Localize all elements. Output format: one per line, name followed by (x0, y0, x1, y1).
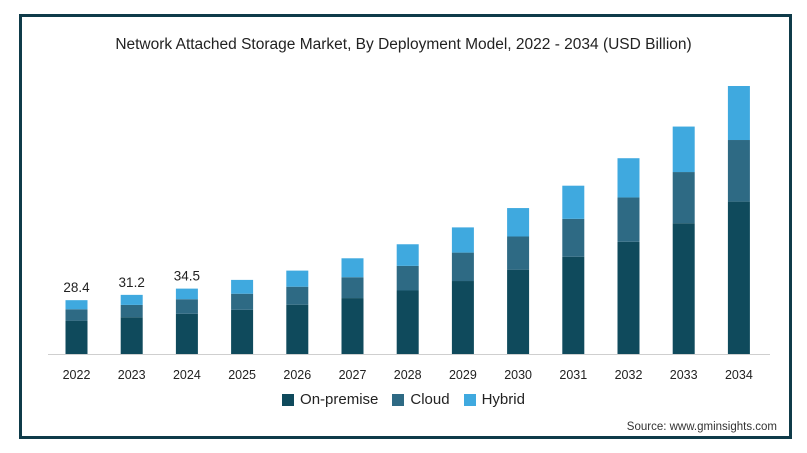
bar-hybrid-2032 (617, 158, 640, 198)
data-label-2022: 28.4 (63, 280, 90, 295)
legend-label-cloud: Cloud (410, 391, 450, 408)
bar-cloud-2023 (120, 304, 143, 318)
x-tick-2031: 2031 (559, 368, 587, 382)
bar-hybrid-2029 (451, 227, 474, 253)
bar-hybrid-2031 (562, 185, 585, 219)
chart-title: Network Attached Storage Market, By Depl… (115, 36, 692, 53)
bar-cloud-2028 (396, 265, 419, 291)
x-tick-2025: 2025 (228, 368, 256, 382)
bar-on-premise-2030 (507, 269, 530, 354)
bar-on-premise-2023 (120, 317, 143, 354)
x-tick-2033: 2033 (670, 368, 698, 382)
bar-on-premise-2024 (175, 313, 198, 354)
bar-on-premise-2031 (562, 256, 585, 354)
bar-on-premise-2027 (341, 298, 364, 354)
bar-hybrid-2023 (120, 294, 143, 305)
bar-on-premise-2029 (451, 281, 474, 354)
bar-hybrid-2024 (175, 288, 198, 300)
bar-cloud-2027 (341, 277, 364, 299)
chart-legend: On-premise Cloud Hybrid (0, 391, 807, 408)
bar-hybrid-2026 (286, 270, 309, 287)
data-label-2023: 31.2 (119, 275, 145, 290)
bar-on-premise-2032 (617, 241, 640, 354)
legend-label-on-premise: On-premise (300, 391, 379, 408)
legend-item-cloud: Cloud (392, 391, 450, 408)
x-tick-2026: 2026 (283, 368, 311, 382)
x-tick-2030: 2030 (504, 368, 532, 382)
x-tick-2023: 2023 (118, 368, 146, 382)
bar-on-premise-2033 (672, 223, 695, 354)
chart-frame (19, 14, 792, 439)
legend-swatch-cloud (392, 393, 405, 406)
x-tick-2024: 2024 (173, 368, 201, 382)
bar-hybrid-2025 (231, 279, 254, 294)
bar-hybrid-2022 (65, 300, 88, 310)
x-tick-2027: 2027 (339, 368, 367, 382)
bar-cloud-2031 (562, 218, 585, 257)
x-tick-2022: 2022 (63, 368, 91, 382)
bar-cloud-2025 (231, 293, 254, 310)
bar-cloud-2022 (65, 309, 88, 321)
bar-cloud-2032 (617, 197, 640, 242)
bar-hybrid-2027 (341, 258, 364, 278)
data-label-2024: 34.5 (174, 269, 200, 284)
x-tick-2032: 2032 (615, 368, 643, 382)
bar-cloud-2029 (451, 252, 474, 282)
legend-swatch-on-premise (282, 393, 295, 406)
bar-on-premise-2022 (65, 320, 88, 354)
bar-on-premise-2034 (727, 201, 750, 354)
bar-cloud-2034 (727, 140, 750, 202)
bar-hybrid-2034 (727, 86, 750, 141)
x-tick-2028: 2028 (394, 368, 422, 382)
bar-cloud-2033 (672, 172, 695, 224)
bar-hybrid-2030 (507, 208, 530, 237)
bar-on-premise-2025 (231, 309, 254, 354)
legend-label-hybrid: Hybrid (481, 391, 525, 408)
legend-swatch-hybrid (463, 393, 476, 406)
source-note: Source: www.gminsights.com (626, 421, 777, 433)
bar-cloud-2024 (175, 299, 198, 314)
legend-item-hybrid: Hybrid (463, 391, 525, 408)
bar-on-premise-2028 (396, 290, 419, 354)
bar-hybrid-2028 (396, 244, 419, 266)
x-tick-2029: 2029 (449, 368, 477, 382)
bar-on-premise-2026 (286, 304, 309, 354)
legend-item-on-premise: On-premise (282, 391, 378, 408)
bar-cloud-2026 (286, 286, 309, 305)
bar-hybrid-2033 (672, 126, 695, 173)
bar-cloud-2030 (507, 236, 530, 270)
x-tick-2034: 2034 (725, 368, 753, 382)
